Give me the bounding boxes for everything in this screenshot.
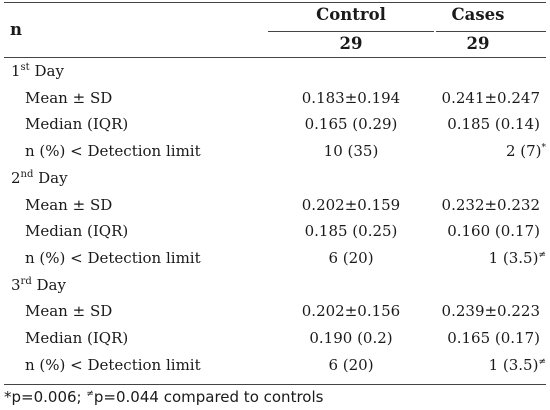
section-row: 3rd Day [0, 276, 550, 302]
footnote-mark: ≠ [86, 389, 94, 399]
table-row: n (%) < Detection limit 6 (20) 1 (3.5)≠ [0, 249, 550, 275]
day-ordinal-suffix: nd [20, 168, 34, 180]
top-rule [4, 2, 546, 3]
header-control: Control [316, 5, 386, 24]
cases-subrule [436, 31, 546, 32]
row-label: Median (IQR) [25, 222, 129, 241]
header-cases: Cases [451, 5, 505, 24]
cases-value-cell: 0.160 (0.17) [436, 222, 550, 240]
cases-value: 1 (3.5) [488, 248, 539, 267]
day-ordinal-suffix: rd [20, 275, 32, 287]
table-row: Mean ± SD 0.202±0.159 0.232±0.232 [0, 196, 550, 222]
control-value: 6 (20) [328, 248, 374, 267]
control-value: 0.165 (0.29) [304, 115, 398, 134]
footnote-part2: p=0.044 compared to controls [93, 388, 324, 406]
day-word: Day [29, 62, 64, 80]
cases-value-cell: 1 (3.5)≠ [436, 356, 550, 374]
cases-value: 0.185 (0.14) [447, 115, 540, 134]
header-rule [4, 57, 546, 58]
row-label: n (%) < Detection limit [25, 248, 201, 267]
control-value: 0.183±0.194 [301, 88, 401, 107]
table-row: Median (IQR) 0.185 (0.25) 0.160 (0.17) [0, 222, 550, 248]
header-n-label: n [10, 20, 22, 39]
row-label: Mean ± SD [25, 195, 113, 214]
cases-value-cell: 1 (3.5)≠ [436, 249, 550, 267]
section-label: 2nd Day [11, 169, 68, 187]
significance-mark: * [541, 143, 547, 154]
control-value: 6 (20) [328, 355, 374, 374]
control-value: 0.190 (0.2) [309, 329, 393, 347]
table-row: Mean ± SD 0.202±0.156 0.239±0.223 [0, 302, 550, 328]
cases-value: 0.241±0.247 [441, 88, 540, 107]
cases-value-cell: 0.185 (0.14) [436, 115, 550, 133]
table-row: n (%) < Detection limit 6 (20) 1 (3.5)≠ [0, 356, 550, 382]
control-value: 10 (35) [323, 142, 379, 161]
day-number: 3 [11, 275, 21, 294]
table-row: n (%) < Detection limit 10 (35) 2 (7)* [0, 142, 550, 168]
day-word: Day [31, 275, 66, 294]
cases-value: 2 (7) [505, 142, 542, 161]
table-row: Median (IQR) 0.190 (0.2) 0.165 (0.17) [0, 329, 550, 355]
cases-value-cell: 0.165 (0.17) [436, 329, 550, 347]
cases-value-cell: 0.239±0.223 [436, 302, 550, 320]
day-number: 2 [11, 168, 21, 187]
table-row: Mean ± SD 0.183±0.194 0.241±0.247 [0, 89, 550, 115]
section-label: 1st Day [11, 62, 64, 80]
cases-value-cell: 0.232±0.232 [436, 196, 550, 214]
section-row: 2nd Day [0, 169, 550, 195]
control-value: 0.185 (0.25) [304, 222, 398, 241]
table-row: Median (IQR) 0.165 (0.29) 0.185 (0.14) [0, 115, 550, 141]
day-word: Day [33, 168, 68, 187]
cases-value: 0.165 (0.17) [447, 329, 540, 347]
footnote: *p=0.006; ≠p=0.044 compared to controls [4, 388, 323, 406]
day-number: 1 [11, 62, 21, 80]
cases-value-cell: 0.241±0.247 [436, 89, 550, 107]
footnote-part1: *p=0.006; [4, 388, 87, 406]
row-label: n (%) < Detection limit [25, 142, 201, 161]
cases-value: 1 (3.5) [488, 355, 539, 374]
header-control-n: 29 [339, 34, 363, 53]
control-subrule [268, 31, 434, 32]
section-row: 1st Day [0, 62, 550, 88]
bottom-rule [4, 384, 546, 385]
control-value: 0.202±0.156 [301, 302, 401, 321]
section-label: 3rd Day [11, 276, 66, 294]
row-label: Mean ± SD [25, 302, 113, 321]
row-label: Median (IQR) [25, 115, 129, 134]
day-ordinal-suffix: st [20, 62, 30, 73]
cases-value: 0.232±0.232 [441, 195, 540, 214]
row-label: Median (IQR) [25, 329, 129, 347]
cases-value: 0.239±0.223 [441, 302, 540, 321]
header-cases-n: 29 [466, 34, 490, 53]
significance-mark: ≠ [538, 356, 546, 367]
cases-value: 0.160 (0.17) [447, 222, 540, 241]
cases-value-cell: 2 (7)* [436, 142, 550, 160]
row-label: Mean ± SD [25, 88, 113, 107]
control-value: 0.202±0.159 [301, 195, 401, 214]
significance-mark: ≠ [538, 249, 546, 260]
row-label: n (%) < Detection limit [25, 355, 201, 374]
